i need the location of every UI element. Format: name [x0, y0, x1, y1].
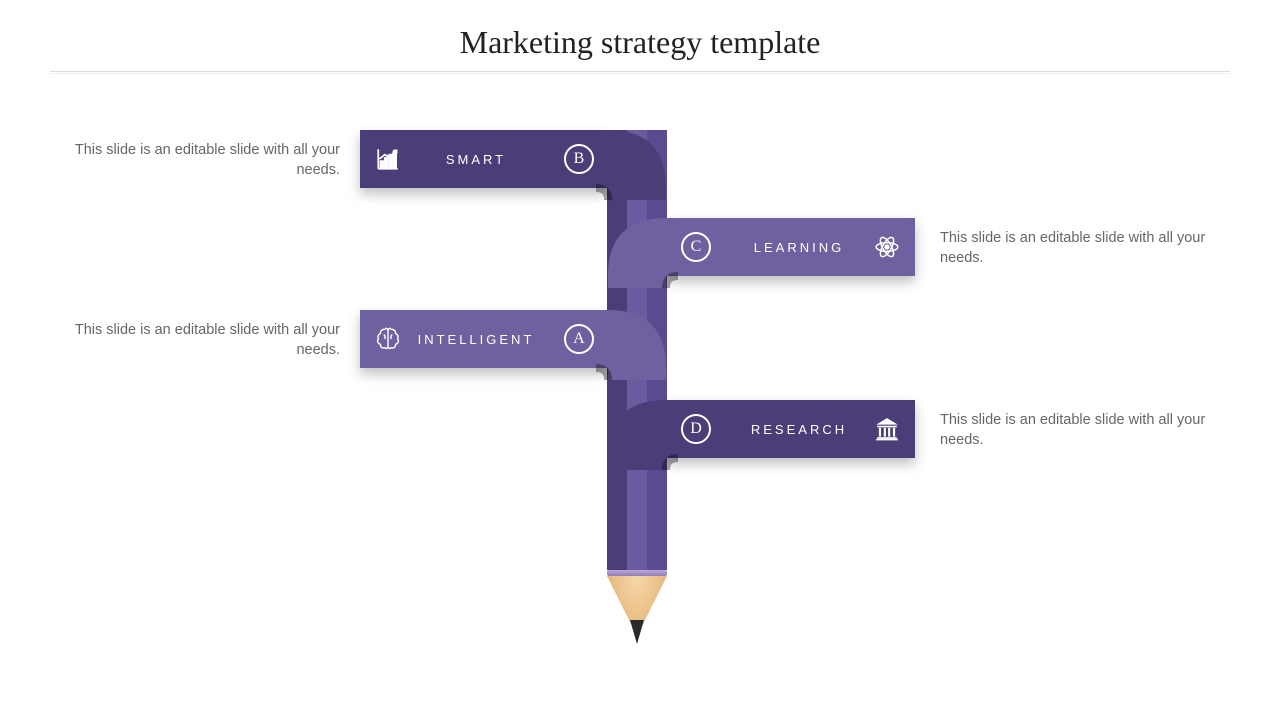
branch-b-label: SMART [402, 152, 550, 167]
infographic-canvas: SMART B This slide is an editable slide … [0, 0, 1280, 720]
chart-icon [374, 145, 402, 173]
branch-c-label: LEARNING [725, 240, 873, 255]
branch-c-badge: C [681, 232, 711, 262]
branch-b-curve [596, 130, 666, 200]
brain-icon [374, 325, 402, 353]
branch-c-desc: This slide is an editable slide with all… [940, 228, 1240, 269]
atom-icon [873, 233, 901, 261]
slide-root: Marketing strategy template [0, 0, 1280, 720]
branch-d-desc: This slide is an editable slide with all… [940, 410, 1240, 451]
pencil-lead [630, 620, 644, 644]
pencil-ferrule [607, 570, 667, 576]
branch-d-curve [608, 400, 678, 470]
branch-d-badge: D [681, 414, 711, 444]
branch-d-label: RESEARCH [725, 422, 873, 437]
branch-b-badge: B [564, 144, 594, 174]
pillar-icon [873, 415, 901, 443]
branch-a-curve [596, 310, 666, 380]
branch-a-badge: A [564, 324, 594, 354]
branch-c-curve [608, 218, 678, 288]
branch-b-desc: This slide is an editable slide with all… [40, 140, 340, 181]
branch-a-label: INTELLIGENT [402, 332, 550, 347]
branch-a-desc: This slide is an editable slide with all… [40, 320, 340, 361]
